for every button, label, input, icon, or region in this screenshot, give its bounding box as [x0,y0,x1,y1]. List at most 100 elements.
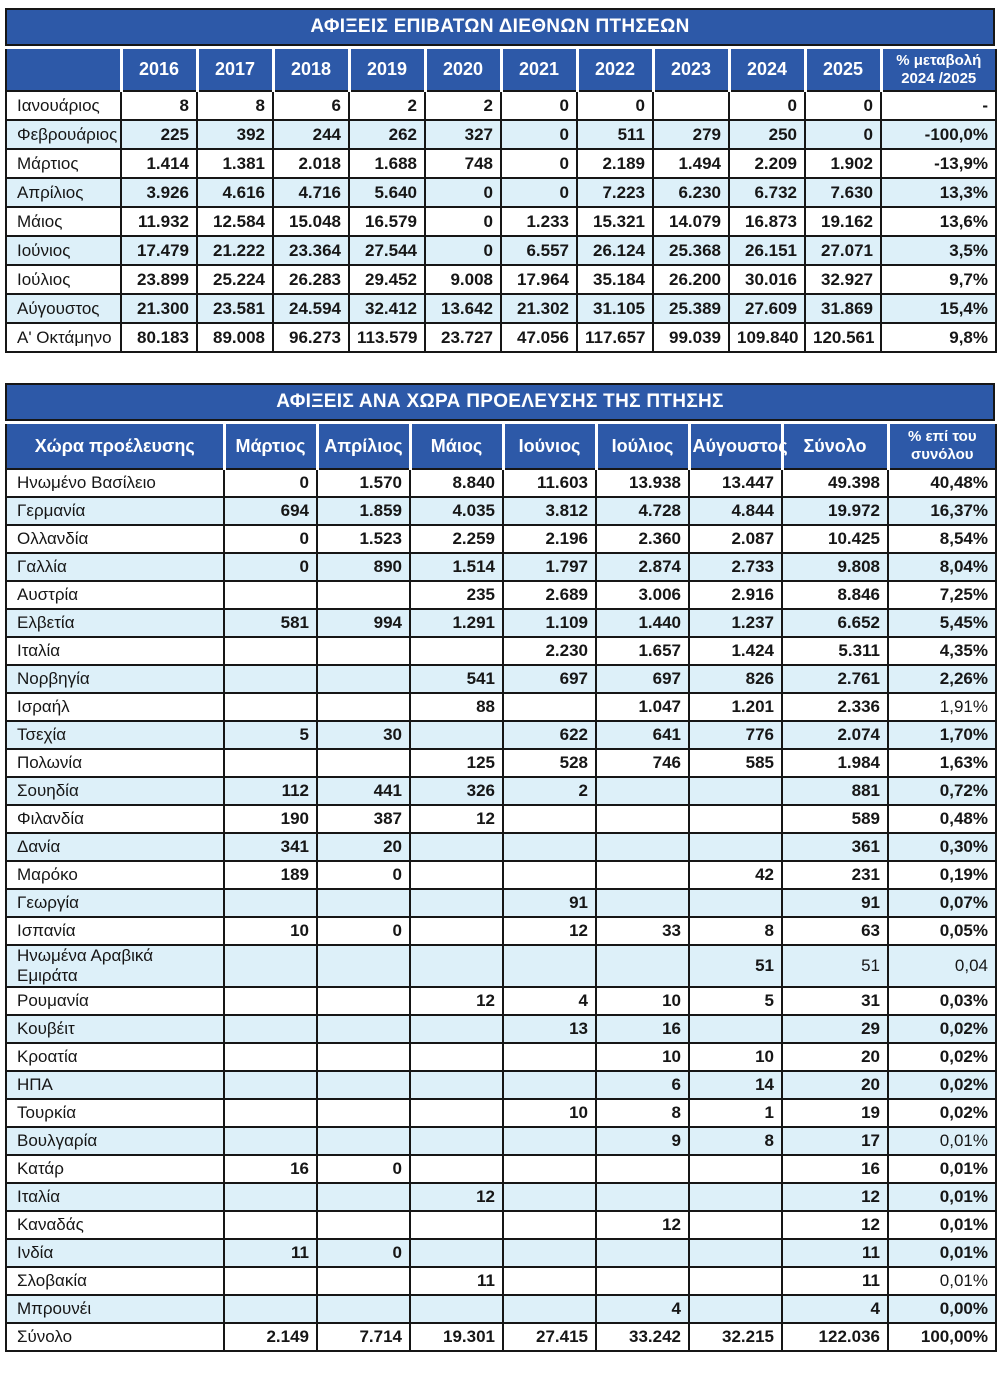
row-label: Κατάρ [5,1154,225,1184]
value-cell: 12 [595,1210,690,1240]
value-cell: 2.074 [781,720,889,750]
value-cell: 279 [652,119,730,150]
value-cell: 15.321 [576,206,654,237]
value-cell: 23.364 [272,235,350,266]
value-cell: 1.201 [688,692,783,722]
value-cell: 12 [409,1182,504,1212]
value-cell: 0 [804,119,882,150]
value-cell: 51 [688,944,783,988]
value-cell: 4 [502,986,597,1016]
value-cell: 10 [688,1042,783,1072]
column-header: Μάρτιος [222,424,319,470]
value-cell: 27.415 [502,1322,597,1352]
table-row: Ηνωμένο Βασίλειο 0 1.570 8.840 11.603 13.938 1… [5,468,997,498]
pct-cell: 0,01% [887,1266,997,1296]
row-label: ΗΠΑ [5,1070,225,1100]
row-label: Αυστρία [5,580,225,610]
pct-cell: 100,00% [887,1322,997,1352]
pct-cell: 0,01% [887,1210,997,1240]
value-cell: 20 [316,832,411,862]
value-cell: 235 [409,580,504,610]
pct-cell: 0,02% [887,1070,997,1100]
value-cell: 2.689 [502,580,597,610]
value-cell: 16 [781,1154,889,1184]
pct-cell: 0,04 [887,944,997,988]
table-row: Γεωργία 91 91 0,07% [5,888,997,918]
value-cell: 13.938 [595,468,690,498]
value-cell: 2.761 [781,664,889,694]
table-row: Απρίλιος 3.926 4.616 4.716 5.640 0 0 7.223 6.230… [5,177,997,208]
value-cell: 16.579 [348,206,426,237]
column-header: Μάιος [408,424,505,470]
value-cell: 17.964 [500,264,578,295]
value-cell: 31.869 [804,293,882,324]
value-cell: 1.440 [595,608,690,638]
value-cell: 1.414 [120,148,198,179]
value-cell: 6.557 [500,235,578,266]
table2-title: ΑΦΙΞΕΙΣ ΑΝΑ ΧΩΡΑ ΠΡΟΕΛΕΥΣΗΣ ΤΗΣ ΠΤΗΣΗΣ [5,383,995,421]
value-cell: 10 [595,1042,690,1072]
row-label: Ινδία [5,1238,225,1268]
table-row: Ισπανία 10 0 12 33 8 63 0,05% [5,916,997,946]
value-cell [223,1098,318,1128]
pct-cell: 0,48% [887,804,997,834]
value-cell: 2.189 [576,148,654,179]
value-cell [502,1042,597,1072]
table-row: Γερμανία 694 1.859 4.035 3.812 4.728 4.844 19.9… [5,496,997,526]
value-cell [595,776,690,806]
value-cell: 23.899 [120,264,198,295]
table-row: Ισραήλ 88 1.047 1.201 2.336 1,91% [5,692,997,722]
value-cell [223,986,318,1016]
table-row: Αυστρία 235 2.689 3.006 2.916 8.846 7,25% [5,580,997,610]
pct-cell: 7,25% [887,580,997,610]
value-cell [688,1294,783,1324]
value-cell [223,1266,318,1296]
value-cell: 826 [688,664,783,694]
value-cell [316,888,411,918]
value-cell: 6.230 [652,177,730,208]
column-header: 2023 [651,49,731,92]
table-row: Καναδάς 12 12 0,01% [5,1210,997,1240]
value-cell [223,1126,318,1156]
value-cell: 117.657 [576,322,654,353]
table-row: Ιταλία 2.230 1.657 1.424 5.311 4,35% [5,636,997,666]
value-cell: 12 [781,1182,889,1212]
value-cell [223,580,318,610]
value-cell: 11 [781,1238,889,1268]
table-row: Σύνολο 2.149 7.714 19.301 27.415 33.242 32.215… [5,1322,997,1352]
value-cell: 0 [728,90,806,121]
table-row: Τσεχία 5 30 622 641 776 2.074 1,70% [5,720,997,750]
value-cell: 2 [424,90,502,121]
value-cell: 26.283 [272,264,350,295]
column-header: % επί του συνόλου [886,424,997,470]
table-row: ΗΠΑ 6 14 20 0,02% [5,1070,997,1100]
table-row: Ελβετία 581 994 1.291 1.109 1.440 1.237 6.652 5,… [5,608,997,638]
value-cell: 4.616 [196,177,274,208]
value-cell: 3.006 [595,580,690,610]
value-cell: 4.035 [409,496,504,526]
value-cell: 35.184 [576,264,654,295]
table-row: Ρουμανία 12 4 10 5 31 0,03% [5,986,997,1016]
value-cell: 694 [223,496,318,526]
value-cell [223,944,318,988]
value-cell: 51 [781,944,889,988]
value-cell: 7.223 [576,177,654,208]
value-cell: 622 [502,720,597,750]
pct-cell: 8,04% [887,552,997,582]
row-label: Γεωργία [5,888,225,918]
value-cell [316,692,411,722]
value-cell: 14.079 [652,206,730,237]
arrivals-by-country-section: ΑΦΙΞΕΙΣ ΑΝΑ ΧΩΡΑ ΠΡΟΕΛΕΥΣΗΣ ΤΗΣ ΠΤΗΣΗΣ Χ… [5,383,997,1352]
table-row: Ολλανδία 0 1.523 2.259 2.196 2.360 2.087 10.425… [5,524,997,554]
value-cell: 511 [576,119,654,150]
value-cell [223,1070,318,1100]
value-cell [223,1042,318,1072]
value-cell: 11 [781,1266,889,1296]
value-cell: 5 [223,720,318,750]
row-label: Καναδάς [5,1210,225,1240]
row-label: Μάρτιος [5,148,122,179]
header-row: 2016 2017 2018 2019 2020 2021 2022 2023 2024 2025… [5,49,997,92]
pct-cell: 8,54% [887,524,997,554]
value-cell [688,1154,783,1184]
